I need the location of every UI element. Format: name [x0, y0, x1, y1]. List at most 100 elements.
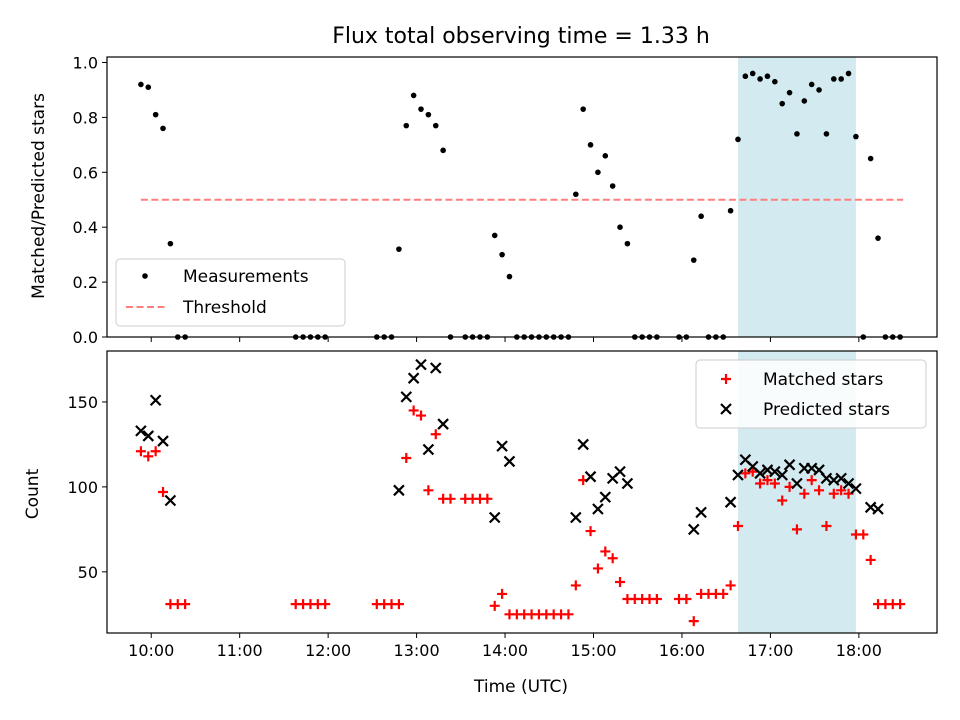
predicted-stars-point [584, 470, 597, 483]
measurement-point [875, 235, 881, 241]
x-axis-label: Time (UTC) [473, 677, 568, 697]
measurement-point [779, 100, 786, 107]
measurement-point [845, 70, 852, 77]
measurement-point [764, 73, 771, 80]
matched-stars-point [423, 485, 434, 496]
matched-stars-point [482, 493, 493, 504]
legend-predicted-marker [720, 403, 732, 415]
measurement-point [831, 76, 837, 82]
measurement-point [609, 183, 616, 189]
predicted-stars-point [783, 459, 796, 471]
measurement-point [580, 106, 586, 112]
predicted-stars-point [732, 469, 744, 481]
measurement-point [808, 81, 815, 88]
predicted-stars-point [503, 455, 516, 468]
predicted-stars-point [614, 465, 626, 478]
bottom-panel: 10:00 11:00 12:00 13:00 14:00 15:00 16:00 17:00… [67, 350, 938, 660]
predicted-stars-point [496, 440, 508, 452]
predicted-stars-point [599, 491, 612, 503]
measurement-point [749, 70, 756, 77]
measurement-point [145, 84, 152, 90]
measurement-point [742, 73, 749, 80]
predicted-stars-point [415, 358, 427, 371]
predicted-stars-point [776, 469, 788, 481]
predicted-stars-point [695, 506, 707, 519]
x-tick-label: 18:00 [836, 641, 882, 660]
measurement-point [867, 155, 874, 162]
measurement-point [794, 131, 800, 137]
predicted-stars-point [850, 482, 862, 495]
x-tick-label: 16:00 [659, 641, 705, 660]
measurement-point [602, 153, 609, 159]
matched-stars-point [489, 600, 500, 611]
matched-stars-point [769, 478, 780, 489]
top-y-tick-label: 0.2 [73, 273, 98, 292]
measurement-point [772, 78, 778, 85]
predicted-stars-point [157, 435, 169, 447]
matched-stars-point [688, 616, 699, 627]
measurement-point [160, 125, 166, 132]
x-tick-label: 12:00 [305, 641, 351, 660]
measurement-point [440, 147, 446, 154]
matched-stars-point [725, 580, 736, 591]
measurement-point [403, 122, 410, 129]
measurement-point [506, 273, 513, 280]
matched-stars-point [585, 526, 596, 537]
matched-stars-point [416, 410, 427, 421]
matched-stars-point [865, 554, 876, 565]
x-tick-label: 14:00 [482, 641, 528, 660]
measurement-point [138, 81, 144, 88]
predicted-stars-point [422, 443, 435, 456]
matched-stars-point [393, 599, 404, 610]
predicted-stars-point [754, 467, 766, 480]
legend-matched-label: Matched stars [763, 370, 883, 390]
matched-stars-point [180, 599, 191, 610]
measurement-point [690, 257, 697, 263]
measurement-point [167, 240, 174, 247]
predicted-stars-point [592, 503, 604, 515]
matched-stars-point [732, 520, 743, 531]
matched-stars-point [747, 466, 758, 477]
matched-stars-point [836, 485, 847, 496]
matched-stars-point [755, 478, 766, 489]
predicted-stars-point [621, 477, 634, 490]
chart-title: Flux total observing time = 1.33 h [332, 24, 710, 49]
measurement-point [786, 89, 793, 96]
matched-stars-point [740, 468, 751, 479]
matched-stars-point [821, 520, 832, 531]
measurement-point [595, 169, 601, 176]
measurement-point [396, 246, 402, 252]
bottom-legend-box [695, 359, 927, 429]
matched-stars-point [799, 488, 810, 499]
bottom-y-tick-label: 50 [78, 563, 98, 582]
measurement-point [735, 136, 741, 143]
matched-stars-point [762, 475, 773, 486]
top-highlight-span [737, 57, 856, 337]
bottom-axes-frame [106, 350, 938, 634]
x-tick-label: 10:00 [128, 641, 174, 660]
measurement-point [617, 224, 623, 230]
matched-stars-point [430, 429, 441, 440]
legend-measurements-marker [142, 273, 148, 279]
x-tick-label: 13:00 [394, 641, 440, 660]
legend-measurements-label: Measurements [183, 267, 309, 287]
predicted-stars-point [164, 494, 177, 507]
matched-stars-point [858, 529, 869, 540]
matched-stars-point [651, 594, 662, 605]
matched-stars-point [607, 553, 618, 564]
measurement-point [499, 251, 505, 258]
matched-stars-point [828, 488, 839, 499]
legend-predicted-label: Predicted stars [763, 400, 890, 420]
x-tick-label: 17:00 [747, 641, 793, 660]
measurement-point [624, 240, 631, 247]
legend-threshold-label: Threshold [182, 298, 267, 318]
predicted-stars-point [724, 496, 737, 508]
matched-stars-point [600, 546, 611, 557]
predicted-stars-point [769, 465, 781, 478]
predicted-stars-point [842, 477, 855, 490]
top-y-tick-label: 0.0 [73, 328, 98, 347]
matched-stars-point [615, 577, 626, 588]
matched-stars-point [806, 475, 817, 486]
predicted-stars-point [872, 503, 884, 515]
measurement-point [838, 76, 844, 82]
